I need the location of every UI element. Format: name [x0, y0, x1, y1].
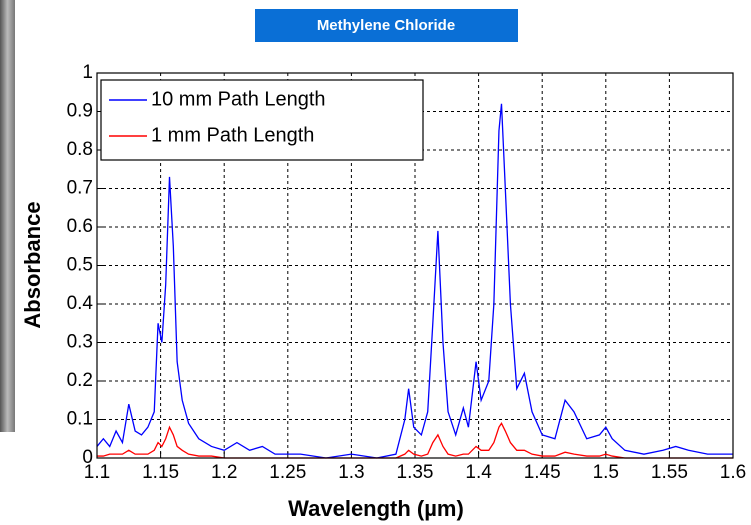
- y-tick-label: 0.5: [67, 255, 93, 276]
- x-tick-label: 1.2: [211, 462, 237, 483]
- chart-title: Methylene Chloride: [317, 17, 455, 34]
- x-tick-label: 1.6: [720, 462, 746, 483]
- y-tick-label: 0.8: [67, 139, 93, 160]
- x-tick-label: 1.15: [142, 462, 179, 483]
- x-tick-label: 1.25: [269, 462, 306, 483]
- y-tick-label: 0.3: [67, 332, 93, 353]
- title-banner: [255, 9, 518, 42]
- y-tick-label: 0.2: [67, 370, 93, 391]
- legend-label: 1 mm Path Length: [151, 124, 314, 146]
- x-tick-label: 1.1: [84, 462, 110, 483]
- data-line: [97, 422, 733, 459]
- y-tick-label: 0.4: [67, 293, 94, 314]
- y-tick-label: 0: [82, 447, 93, 468]
- x-axis-label: Wavelength (µm): [288, 496, 464, 521]
- x-tick-label: 1.55: [651, 462, 688, 483]
- y-tick-label: 1: [82, 62, 93, 83]
- y-tick-label: 0.1: [67, 409, 93, 430]
- x-tick-label: 1.3: [338, 462, 364, 483]
- y-tick-label: 0.9: [67, 101, 93, 122]
- x-tick-label: 1.35: [397, 462, 434, 483]
- background-strip: [0, 0, 15, 432]
- y-axis-label: Absorbance: [20, 201, 45, 328]
- x-tick-label: 1.45: [524, 462, 561, 483]
- axes-frame: [96, 72, 734, 459]
- legend-label: 10 mm Path Length: [151, 88, 326, 110]
- data-line: [96, 103, 733, 459]
- x-tick-label: 1.5: [593, 462, 619, 483]
- x-tick-label: 1.4: [465, 462, 492, 483]
- legend-box: [100, 79, 424, 161]
- y-tick-label: 0.7: [67, 178, 93, 199]
- y-tick-label: 0.6: [67, 216, 93, 237]
